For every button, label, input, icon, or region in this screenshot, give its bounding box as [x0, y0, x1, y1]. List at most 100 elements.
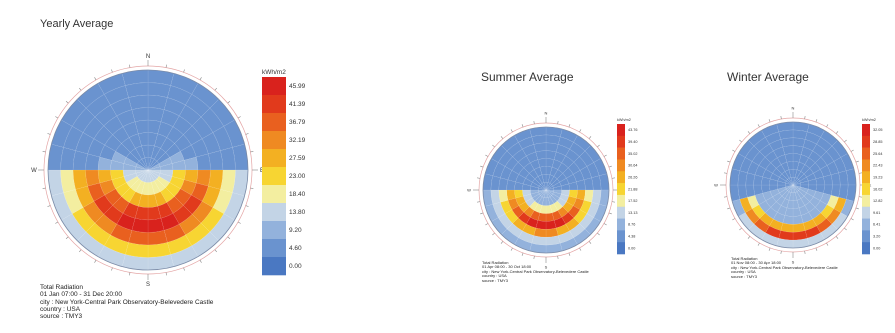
dome-cell — [99, 144, 116, 161]
legend-tick-label: 32.19 — [289, 137, 306, 144]
dome-cell — [116, 109, 136, 127]
dome-cell — [147, 144, 155, 159]
dome-cell — [826, 208, 842, 225]
dome-cell — [517, 211, 531, 225]
legend-swatch — [262, 167, 286, 186]
dome-cell — [111, 176, 127, 190]
legend-tick-label: 4.38 — [628, 235, 635, 239]
dome-cell — [522, 223, 537, 236]
legend-swatch — [262, 239, 286, 258]
dome-tick — [844, 227, 847, 231]
dome-tick — [747, 131, 751, 134]
dome-cell — [770, 201, 782, 213]
dome-cell — [163, 97, 186, 117]
dome-tick — [245, 205, 249, 207]
dome-cell — [141, 144, 149, 159]
dome-tick — [510, 247, 513, 251]
dome-cell — [201, 132, 221, 155]
caption-line: country : USA — [482, 273, 507, 279]
dome-cell — [786, 161, 794, 171]
dome-cell — [786, 199, 794, 209]
legend-tick-label: 43.76 — [628, 128, 638, 132]
dome-cell — [183, 125, 203, 146]
dome-cell — [103, 234, 129, 255]
dome-cell — [530, 181, 540, 189]
dome-cell — [780, 222, 794, 233]
dome-cell — [565, 217, 580, 232]
legend-tick-label: 0.00 — [628, 246, 635, 250]
dome-cell — [522, 183, 532, 191]
dome-cell — [562, 201, 574, 213]
dome-cell — [583, 177, 594, 191]
dome-cell — [537, 158, 547, 168]
dome-cell — [201, 185, 221, 208]
dome-cell — [551, 193, 560, 202]
dome-cell — [553, 151, 566, 163]
legend-swatch — [617, 206, 625, 219]
legend-swatch — [617, 194, 625, 208]
dome-cell — [586, 201, 600, 218]
legend-swatch — [262, 203, 286, 222]
dome-cell — [576, 179, 586, 191]
legend-tick-label: 17.52 — [628, 199, 638, 203]
dome-cell — [147, 169, 155, 183]
dome-cell — [566, 173, 577, 185]
dome-cell — [826, 161, 839, 176]
dome-cell — [549, 176, 558, 185]
dome-cell — [147, 94, 168, 110]
dome-cell — [134, 205, 149, 221]
dome-cell — [158, 172, 173, 183]
dome-cell — [498, 177, 509, 191]
dome-cell — [533, 227, 547, 238]
dome-tick — [183, 69, 185, 73]
dome-cell — [737, 170, 748, 186]
dome-outline — [482, 126, 610, 254]
dome-cell — [745, 172, 756, 186]
dome-cell — [220, 169, 236, 193]
legend-tick-label: 13.13 — [628, 211, 638, 215]
dome-tick — [485, 223, 489, 226]
dome-tick — [858, 172, 862, 174]
compass-label-n: N — [792, 105, 795, 110]
dome-cell — [60, 147, 76, 171]
dome-cell — [559, 177, 570, 187]
dome-cell — [94, 213, 118, 236]
dome-cell — [529, 210, 541, 221]
dome-cell — [534, 176, 543, 185]
legend-swatch — [262, 113, 286, 132]
dome-tick — [732, 218, 736, 221]
dome-cell — [138, 193, 149, 208]
dome-tick — [757, 242, 760, 246]
dome-tick — [47, 133, 51, 135]
legend-unit: kWh/m2 — [262, 69, 286, 76]
dome-tick — [165, 272, 167, 276]
dome-tick — [557, 255, 559, 259]
dome-cell — [63, 189, 84, 215]
dome-cell — [804, 157, 816, 169]
dome-cell — [135, 180, 146, 195]
dome-tick — [94, 77, 97, 81]
dome-tick — [850, 218, 854, 221]
dome-cell — [534, 195, 543, 204]
legend-swatch — [862, 194, 870, 208]
dome-cell — [777, 180, 786, 186]
dome-cell — [110, 97, 133, 117]
caption-line: source : TMY3 — [40, 313, 83, 321]
legend-swatch — [617, 183, 625, 196]
dome-cell — [518, 230, 535, 244]
dome-tick — [835, 236, 839, 239]
dome-cell — [110, 223, 133, 243]
dome-tick — [739, 139, 742, 143]
dome-cell — [63, 125, 84, 151]
dome-cell — [545, 220, 557, 230]
dome-cell — [560, 189, 570, 197]
dome-cell — [71, 207, 96, 233]
dome-cell — [573, 170, 585, 183]
caption-line: city : New York-Central Park Observatory… — [40, 298, 214, 306]
dome-cell — [196, 169, 211, 187]
dome-cell — [156, 152, 170, 165]
dome-cell — [123, 157, 138, 168]
dome-cell — [765, 225, 782, 239]
dome-cell — [531, 235, 547, 246]
